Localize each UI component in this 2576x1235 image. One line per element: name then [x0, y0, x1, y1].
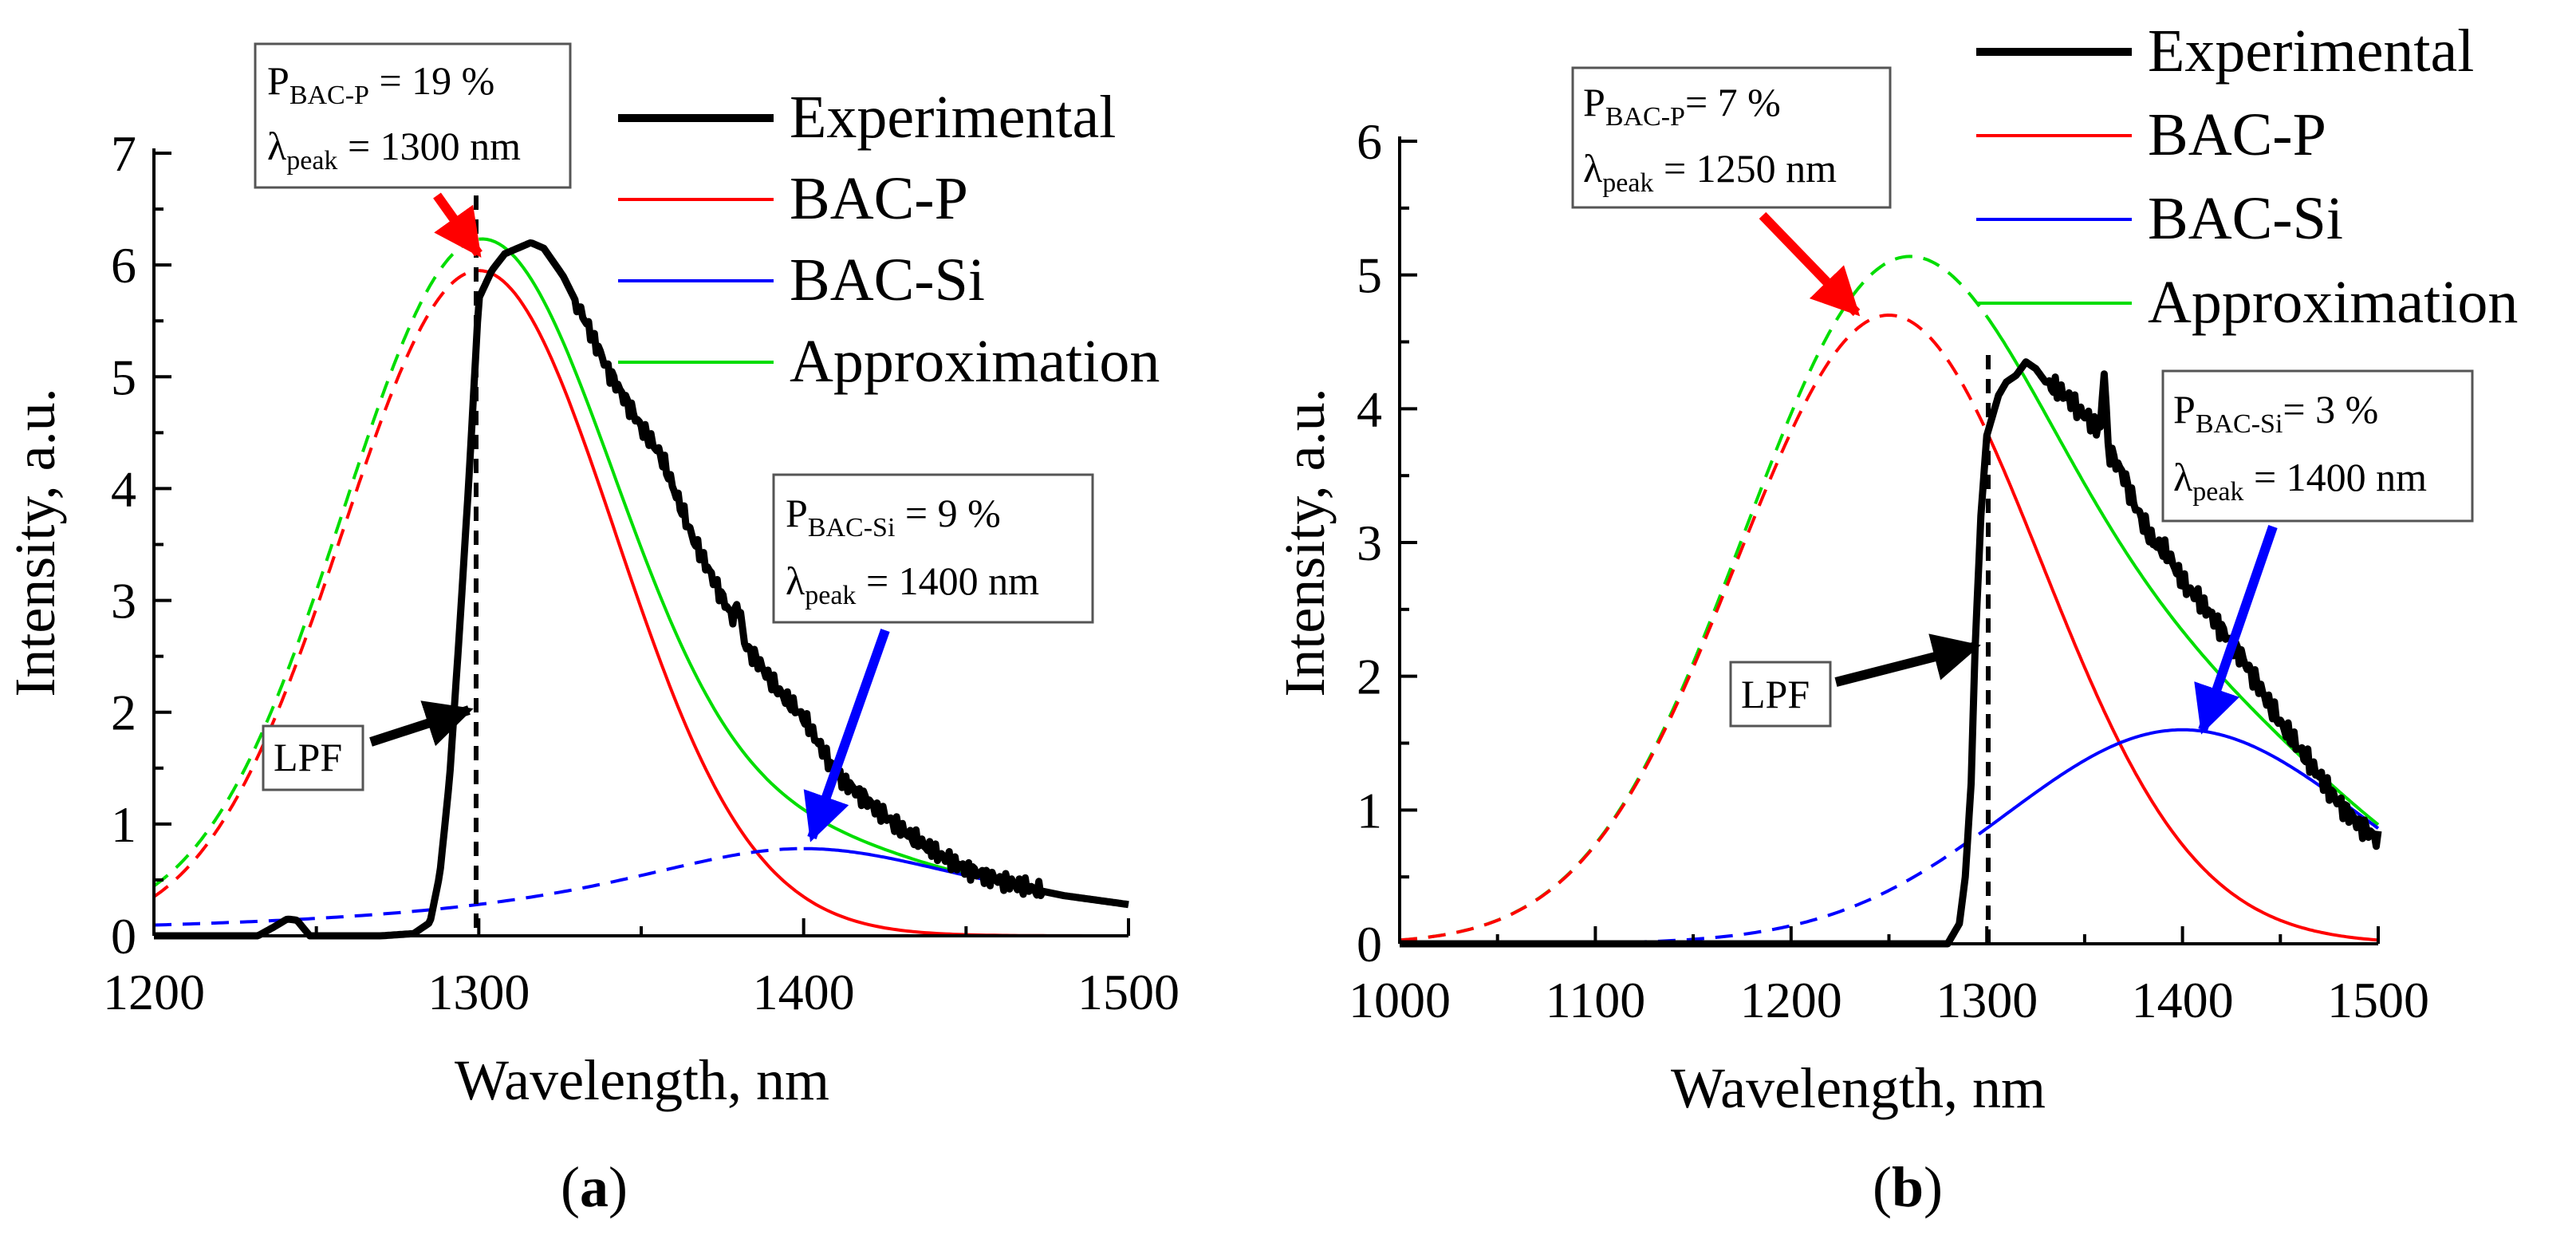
- panel-b-x-axis-label: Wavelength, nm: [1671, 1056, 2046, 1120]
- y-tick-label: 2: [1357, 649, 1382, 705]
- panel-b-axes: 1000 1100 1200 1300 1400 1500 0 1 2 3 4 5 6: [1349, 113, 2429, 1028]
- y-tick-label: 0: [1357, 916, 1382, 973]
- panel-b-curves: [1398, 254, 2382, 948]
- annotation-text: PBAC-P= 7 %: [1583, 80, 1781, 132]
- bac-si-curve-dashed: [1400, 827, 1988, 945]
- y-tick-label: 5: [1357, 247, 1382, 304]
- y-tick-label: 3: [1357, 515, 1382, 571]
- panel-label-text: (a): [561, 1155, 628, 1219]
- bac-p-curve-dashed: [152, 269, 479, 898]
- x-tick-label: 1300: [427, 964, 530, 1020]
- x-tick-label: 1400: [2132, 972, 2234, 1028]
- panel-a-legend: Experimental BAC-P BAC-Si Approximation: [618, 84, 1160, 395]
- legend-label-bac-si: BAC-Si: [790, 247, 985, 314]
- legend-label-bac-p: BAC-P: [2148, 101, 2326, 168]
- bac-p-curve-solid: [1985, 431, 2379, 942]
- annotation-text: λpeak = 1400 nm: [786, 558, 1039, 610]
- panel-b: 1000 1100 1200 1300 1400 1500 0 1 2 3 4 5 6 Experime…: [1273, 18, 2518, 1219]
- y-tick-label: 5: [111, 349, 136, 405]
- lpf-label: LPF: [1741, 672, 1810, 716]
- bac-p-curve-dashed: [1399, 313, 1989, 942]
- legend-label-bac-si: BAC-Si: [2148, 185, 2343, 252]
- panel-a-y-axis-label: Intensity, a.u.: [3, 388, 67, 696]
- panel-a-bac-p-annotation: PBAC-P = 19 % λpeak = 1300 nm: [254, 42, 572, 189]
- x-tick-label: 1500: [1077, 964, 1180, 1020]
- annotation-text: λpeak = 1300 nm: [267, 124, 521, 176]
- panel-a-bac-si-annotation: PBAC-Si = 9 % λpeak = 1400 nm: [772, 473, 1094, 624]
- legend-label-approximation: Approximation: [790, 328, 1160, 395]
- panel-b-label: (b): [1873, 1155, 1943, 1219]
- panel-b-bac-p-arrow: [1759, 211, 1861, 317]
- x-tick-label: 1500: [2327, 972, 2429, 1028]
- panel-b-bac-si-arrow: [2194, 525, 2278, 735]
- panel-b-lpf-annotation: LPF: [1729, 661, 1832, 728]
- x-tick-label: 1000: [1349, 972, 1451, 1028]
- y-tick-label: 1: [1357, 782, 1382, 838]
- y-tick-label: 6: [111, 237, 136, 294]
- y-tick-label: 0: [111, 908, 136, 965]
- annotation-text: PBAC-Si= 3 %: [2173, 387, 2378, 439]
- panel-b-bac-p-annotation: PBAC-P= 7 % λpeak = 1250 nm: [1571, 66, 1892, 209]
- bac-si-curve-dashed: [153, 846, 804, 927]
- annotation-text: λpeak = 1250 nm: [1583, 146, 1837, 198]
- x-tick-label: 1100: [1546, 972, 1646, 1028]
- x-tick-label: 1300: [1936, 972, 2038, 1028]
- panel-b-lpf-arrow: [1834, 633, 1981, 687]
- panel-b-y-axis-label: Intensity, a.u.: [1273, 388, 1337, 696]
- y-tick-label: 1: [111, 796, 136, 853]
- lpf-label: LPF: [274, 735, 342, 779]
- annotation-text: PBAC-Si = 9 %: [786, 491, 1001, 543]
- panel-b-bac-si-annotation: PBAC-Si= 3 % λpeak = 1400 nm: [2161, 369, 2474, 523]
- approximation-curve-dashed: [1399, 254, 1988, 942]
- panel-a-lpf-annotation: LPF: [262, 724, 364, 791]
- panel-a-bac-si-arrow: [803, 628, 890, 842]
- x-tick-label: 1200: [1740, 972, 1842, 1028]
- panel-label-text: (b): [1873, 1155, 1943, 1219]
- y-tick-label: 7: [111, 125, 136, 182]
- panel-a-x-axis-label: Wavelength, nm: [455, 1048, 829, 1112]
- panel-a-lpf-arrow: [369, 700, 474, 747]
- panel-a-bac-p-arrow: [433, 192, 483, 258]
- panel-a-label: (a): [561, 1155, 628, 1219]
- y-tick-label: 6: [1357, 113, 1382, 170]
- annotation-text: PBAC-P = 19 %: [267, 58, 494, 110]
- x-tick-label: 1400: [753, 964, 855, 1020]
- y-tick-label: 2: [111, 685, 136, 741]
- legend-label-bac-p: BAC-P: [790, 165, 968, 232]
- panel-a: 1200 1300 1400 1500 0 1 2 3 4 5 6 7 Experimental BA…: [3, 42, 1180, 1219]
- legend-label-experimental: Experimental: [2148, 18, 2474, 85]
- panel-a-axes: 1200 1300 1400 1500 0 1 2 3 4 5 6 7: [103, 125, 1180, 1020]
- panel-b-legend: Experimental BAC-P BAC-Si Approximation: [1976, 18, 2518, 336]
- annotation-text: λpeak = 1400 nm: [2173, 455, 2427, 507]
- bac-si-curve-solid: [1986, 728, 2380, 830]
- y-tick-label: 4: [111, 460, 136, 517]
- y-tick-label: 3: [111, 573, 136, 629]
- y-tick-label: 4: [1357, 381, 1382, 437]
- legend-label-approximation: Approximation: [2148, 269, 2518, 336]
- x-tick-label: 1200: [103, 964, 205, 1020]
- legend-label-experimental: Experimental: [790, 84, 1116, 151]
